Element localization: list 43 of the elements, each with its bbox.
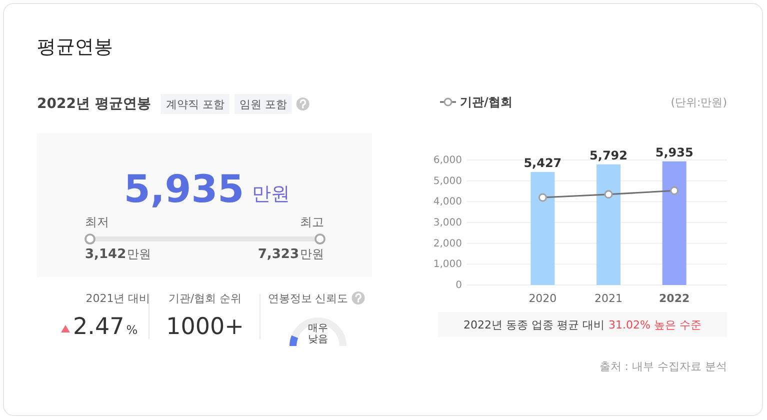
point bbox=[538, 193, 547, 202]
bar bbox=[662, 161, 686, 285]
data-label: 5,792 bbox=[590, 148, 628, 162]
text: 만원 bbox=[127, 247, 152, 261]
data-label: 5,935 bbox=[655, 145, 694, 160]
point bbox=[670, 186, 679, 195]
text: 매우 낮음 bbox=[308, 323, 328, 345]
text: 최고 bbox=[300, 215, 324, 229]
point bbox=[604, 190, 613, 199]
text: 2021년 대비 bbox=[86, 292, 150, 304]
bar bbox=[596, 164, 621, 285]
y-tick-label: 2,000 bbox=[433, 238, 462, 249]
legend-label: 기관/협회 bbox=[460, 95, 512, 109]
text: 임원 포함 bbox=[239, 98, 287, 110]
x-tick-label: 2021 bbox=[594, 292, 623, 304]
data-label: 5,427 bbox=[524, 156, 562, 170]
text: 최저 bbox=[85, 215, 109, 229]
y-tick-label: 5,000 bbox=[433, 175, 462, 186]
text: 5,935 bbox=[124, 167, 244, 211]
text: 기관/협회 순위 bbox=[168, 292, 242, 304]
text: (단위:만원) bbox=[670, 96, 727, 108]
text: 계약직 포함 bbox=[166, 98, 224, 110]
x-tick-label: 2022 bbox=[659, 292, 690, 304]
text: % bbox=[126, 323, 138, 337]
y-tick-label: 3,000 bbox=[433, 217, 462, 228]
text: 2022년 평균연봉 bbox=[37, 96, 151, 112]
x-tick-label: 2020 bbox=[528, 292, 557, 304]
text: 3,142 bbox=[85, 246, 126, 262]
text: 31.02% 높은 수준 bbox=[608, 318, 702, 331]
text: 만원 bbox=[252, 183, 290, 205]
y-tick-label: 4,000 bbox=[433, 196, 462, 208]
text: 7,323 bbox=[258, 246, 299, 262]
text: 2.47 bbox=[73, 314, 124, 340]
text: 만원 bbox=[300, 247, 324, 261]
y-tick-label: 0 bbox=[456, 280, 462, 290]
text: 2022년 동종 업종 평균 대비 bbox=[464, 318, 605, 331]
y-tick-label: 1,000 bbox=[433, 258, 462, 270]
text: 평균연봉 bbox=[37, 36, 113, 58]
text: 1000+ bbox=[166, 314, 244, 340]
text: 연봉정보 신뢰도 bbox=[268, 292, 348, 304]
source-note: 출처 : 내부 수집자료 분석 bbox=[599, 360, 727, 372]
bar bbox=[530, 172, 555, 285]
y-tick-label: 6,000 bbox=[433, 154, 462, 166]
